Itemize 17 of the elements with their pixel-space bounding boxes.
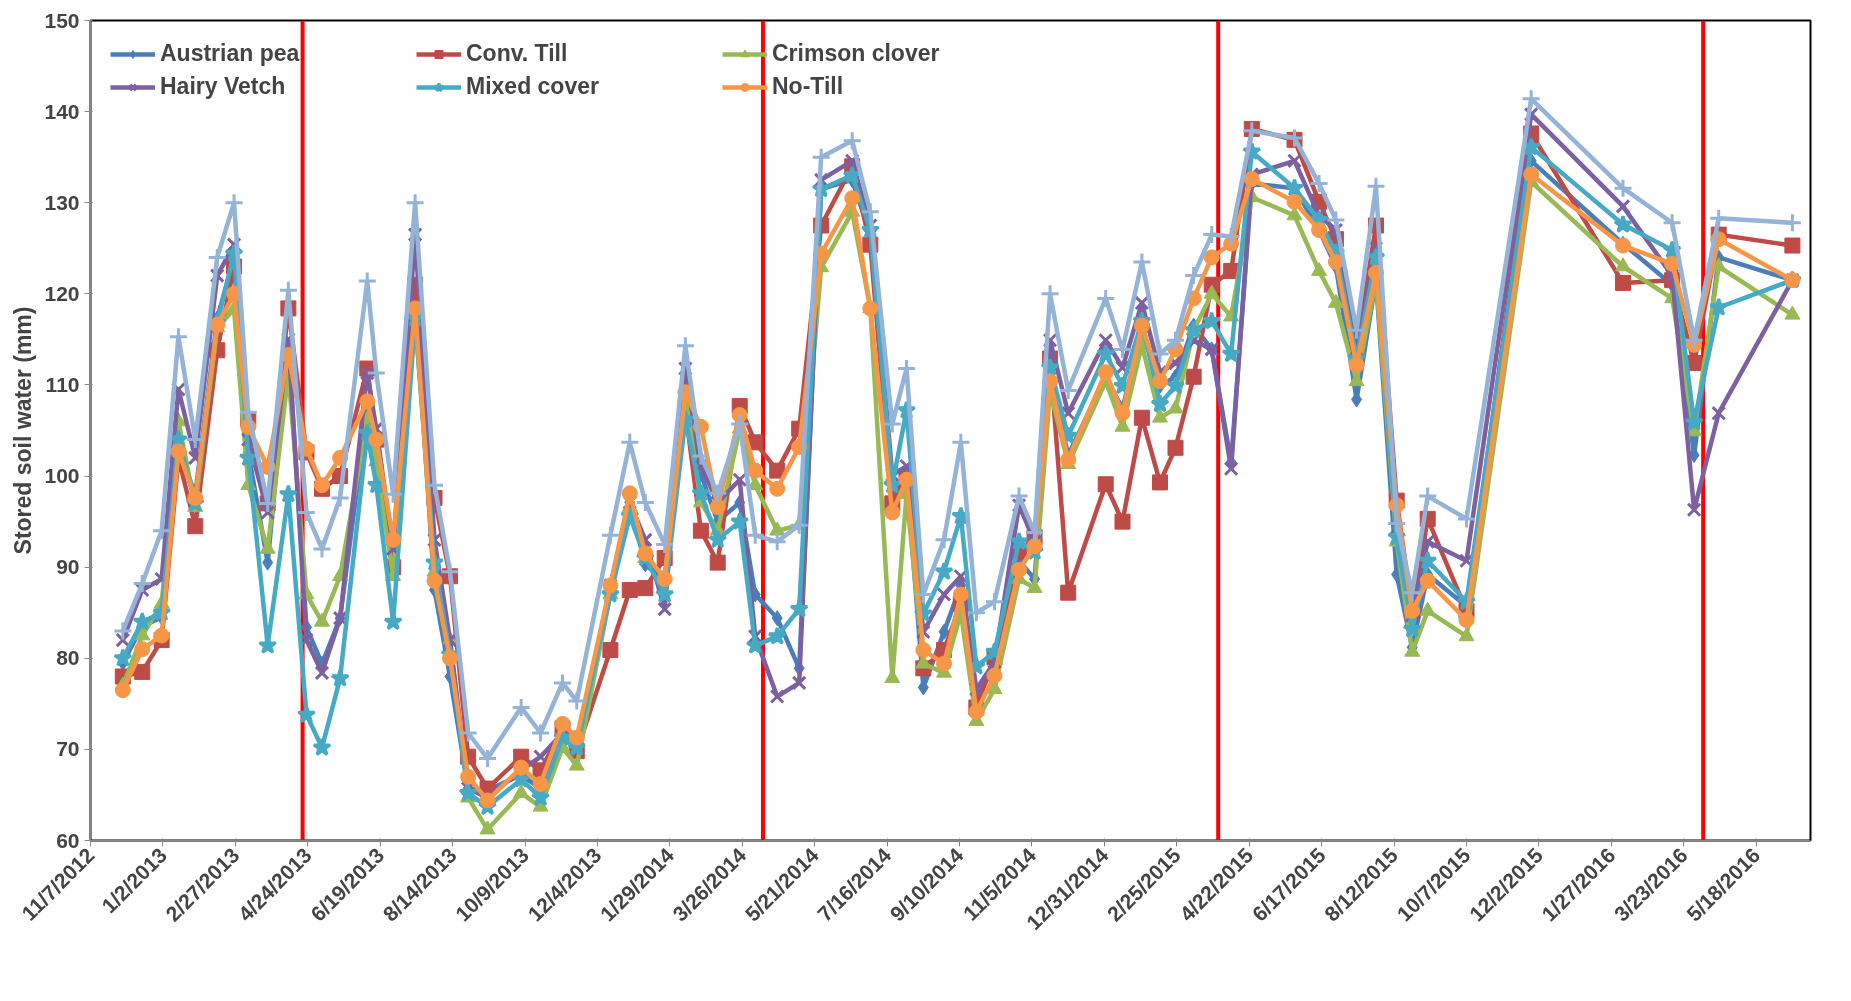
y-axis-title: Stored soil water (mm) [10, 306, 37, 555]
y-tick-label: 150 [44, 8, 80, 32]
legend-label: Mixed cover [466, 73, 600, 100]
y-tick-label: 60 [56, 828, 80, 852]
legend-label: No-Till [772, 73, 845, 100]
y-tick-label: 140 [44, 99, 80, 123]
y-tick-label: 80 [56, 646, 80, 670]
y-tick-label: 130 [44, 190, 80, 214]
legend-label: Austrian pea [160, 40, 301, 67]
legend-label: Crimson clover [772, 40, 941, 67]
y-tick-label: 70 [56, 737, 80, 761]
y-tick-label: 90 [56, 555, 80, 579]
y-tick-label: 120 [44, 281, 80, 305]
legend-label: Hairy Vetch [160, 73, 287, 100]
legend-label: Conv. Till [466, 40, 569, 67]
y-tick-label: 100 [44, 464, 80, 488]
y-tick-label: 110 [45, 372, 80, 396]
